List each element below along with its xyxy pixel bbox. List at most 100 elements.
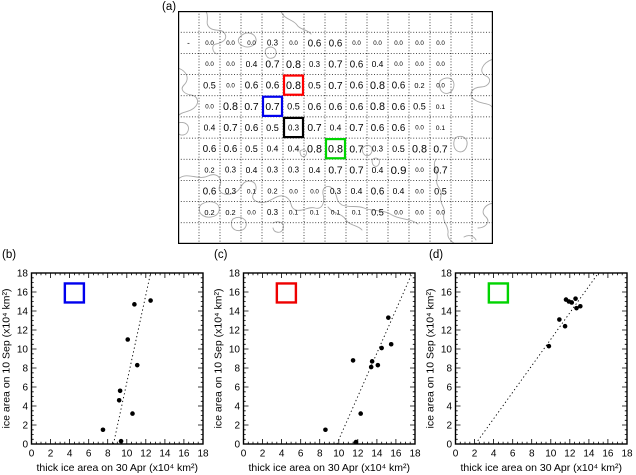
map-grid bbox=[178, 11, 493, 244]
y-axis-label: ice area on 10 Sep (x10⁴ km²) bbox=[213, 289, 225, 429]
y-tick-label: 10 bbox=[229, 345, 241, 356]
x-tick-label: 2 bbox=[472, 449, 478, 460]
data-point bbox=[379, 345, 384, 351]
data-point bbox=[148, 298, 153, 303]
correlation-value: 0.5 bbox=[308, 80, 321, 90]
x-axis-label: thick ice area on 30 Apr (x10⁴ km²) bbox=[37, 462, 199, 474]
x-tick-label: 4 bbox=[67, 449, 73, 460]
coastline-path bbox=[470, 58, 493, 110]
correlation-value: 0.6 bbox=[266, 81, 279, 92]
correlation-value: 0.0 bbox=[205, 104, 214, 111]
data-point bbox=[323, 427, 328, 433]
map-border bbox=[178, 11, 493, 244]
x-tick-label: 14 bbox=[159, 449, 171, 460]
x-tick-label: 4 bbox=[279, 449, 285, 460]
correlation-value: 0.1 bbox=[436, 104, 446, 111]
correlation-value: - bbox=[187, 39, 190, 48]
data-point bbox=[100, 427, 106, 433]
correlation-value: 0.5 bbox=[371, 208, 384, 218]
correlation-value: 0.0 bbox=[436, 82, 445, 89]
correlation-value: 0.4 bbox=[246, 165, 258, 175]
coastline-path bbox=[264, 46, 277, 59]
coastline-path bbox=[361, 144, 373, 157]
plot-frame bbox=[30, 272, 204, 445]
data-point bbox=[578, 303, 583, 309]
correlation-value: 0.8 bbox=[286, 80, 301, 92]
correlation-value: 0.0 bbox=[394, 40, 403, 47]
x-tick-label: 16 bbox=[390, 449, 402, 460]
y-axis-label: ice area on 10 Sep (x10⁴ km²) bbox=[425, 289, 437, 429]
correlation-value: 0.6 bbox=[371, 123, 384, 134]
correlation-value: 0.6 bbox=[224, 144, 237, 155]
y-tick-label: 6 bbox=[22, 383, 28, 394]
correlation-value: 0.0 bbox=[436, 40, 445, 47]
y-tick-label: 14 bbox=[441, 307, 453, 318]
y-tick-label: 12 bbox=[229, 326, 241, 337]
data-point bbox=[134, 362, 140, 368]
coastline-path bbox=[230, 216, 247, 232]
correlation-value: 0.0 bbox=[415, 40, 424, 47]
correlation-value: 0.5 bbox=[203, 80, 216, 90]
coastline-path bbox=[198, 201, 220, 218]
x-tick-label: 0 bbox=[453, 449, 459, 460]
y-tick-label: 16 bbox=[229, 288, 241, 299]
correlation-map: - 0.0 0.0 0.0 0.3 0.0 0.6 0.6 0.0 0.0 0.0 0.0 0.0 0.0… bbox=[178, 11, 493, 244]
correlation-value: 0.7 bbox=[328, 166, 343, 177]
correlation-value: 0.0 bbox=[415, 125, 424, 132]
y-tick-label: 12 bbox=[441, 326, 453, 337]
data-point bbox=[562, 323, 568, 329]
y-tick-label: 18 bbox=[441, 269, 453, 280]
correlation-value: 0.9 bbox=[391, 165, 407, 177]
correlation-value: 0.0 bbox=[352, 40, 361, 47]
correlation-value: 0.1 bbox=[436, 125, 446, 132]
x-tick-label: 0 bbox=[29, 449, 35, 460]
correlation-value: 0.3 bbox=[288, 166, 300, 175]
correlation-value: 0.0 bbox=[373, 40, 382, 47]
coastline-path bbox=[439, 77, 455, 94]
axis-ticks bbox=[31, 272, 204, 445]
x-tick-label: 2 bbox=[48, 449, 54, 460]
panel-d-label: (d) bbox=[429, 249, 444, 261]
correlation-value: 0.2 bbox=[225, 208, 235, 217]
regression-line bbox=[112, 272, 152, 445]
y-tick-label: 2 bbox=[22, 421, 28, 432]
x-tick-label: 18 bbox=[621, 449, 633, 460]
correlation-value: 0.6 bbox=[350, 59, 363, 70]
correlation-value: 0.6 bbox=[392, 102, 405, 113]
x-tick-label: 6 bbox=[298, 449, 304, 460]
y-tick-label: 6 bbox=[234, 383, 240, 394]
axis-ticks bbox=[455, 272, 628, 445]
y-tick-label: 8 bbox=[22, 364, 28, 375]
x-tick-label: 6 bbox=[510, 449, 516, 460]
y-tick-label: 14 bbox=[229, 307, 241, 318]
correlation-value: 0.0 bbox=[394, 61, 403, 68]
correlation-value: 0.0 bbox=[415, 209, 424, 216]
data-point bbox=[130, 411, 135, 416]
correlation-value: 0.8 bbox=[370, 101, 385, 113]
x-tick-label: 18 bbox=[409, 449, 421, 460]
y-tick-label: 2 bbox=[446, 421, 452, 432]
coastline-path bbox=[178, 67, 198, 117]
correlation-value: 0.4 bbox=[330, 123, 342, 133]
correlation-value: 0.7 bbox=[223, 123, 238, 134]
coastline-path bbox=[178, 174, 419, 225]
correlation-value: 0.0 bbox=[415, 167, 424, 174]
data-point bbox=[116, 398, 122, 403]
correlation-value: 0.7 bbox=[265, 102, 280, 113]
scatter-panel-d: 00 2 2 4 4 6 6 8 8 10 10 12 12 14 14 16 16 18 18 thick ice … bbox=[425, 269, 633, 475]
y-tick-label: 12 bbox=[17, 326, 29, 337]
correlation-value: 0.3 bbox=[309, 60, 321, 69]
correlation-value: 0.6 bbox=[245, 123, 258, 134]
x-tick-label: 10 bbox=[333, 449, 345, 460]
correlation-value: 0.6 bbox=[350, 102, 363, 113]
correlation-value: 0.1 bbox=[289, 210, 299, 217]
correlation-value: 0.0 bbox=[205, 61, 214, 68]
data-point bbox=[573, 296, 578, 301]
y-tick-label: 4 bbox=[234, 402, 240, 413]
panel-a-label: (a) bbox=[162, 1, 177, 13]
correlation-value: 0.6 bbox=[392, 123, 405, 134]
correlation-value: 0.0 bbox=[247, 209, 256, 216]
correlation-value: 0.7 bbox=[349, 144, 364, 155]
data-point bbox=[388, 341, 394, 347]
correlation-value: 0.5 bbox=[245, 144, 258, 154]
